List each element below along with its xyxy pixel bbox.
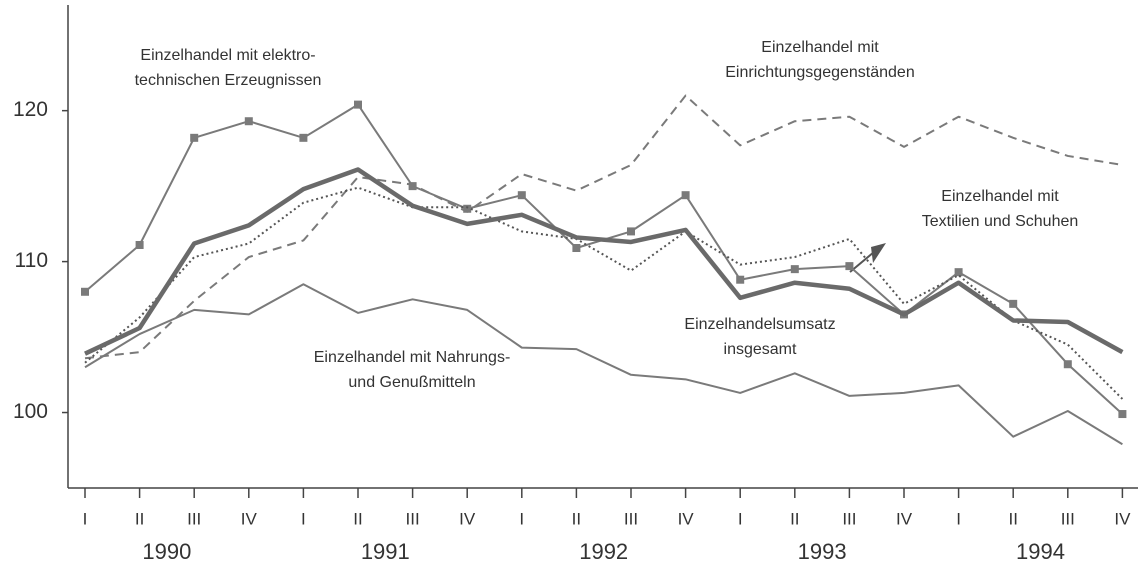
x-tick-label: II [790,509,799,528]
marker [572,244,581,253]
year-label: 1993 [798,539,847,564]
y-tick-label: 120 [13,98,48,121]
x-tick-label: IV [459,509,476,528]
year-label: 1994 [1016,539,1065,564]
series-line [84,103,1124,415]
y-tick-label: 100 [13,400,48,423]
annotation: technischen Erzeugnissen [135,72,322,89]
marker [299,133,308,142]
annotation: Einzelhandel mit Nahrungs- [314,349,511,366]
marker [954,268,963,277]
x-tick-label: IV [241,509,258,528]
series-line [84,167,1124,356]
series-line [84,283,1123,446]
x-tick-label: IV [678,509,695,528]
x-tick-label: I [519,509,524,528]
marker [135,240,144,249]
x-tick-label: II [1008,509,1017,528]
annotation: Einzelhandel mit elektro- [140,47,315,64]
x-tick-label: II [353,509,362,528]
annotation: Einzelhandel mit [941,188,1059,205]
x-tick-label: I [738,509,743,528]
marker [627,227,635,236]
annotation: und Genußmitteln [348,374,475,391]
marker [408,182,417,191]
marker [517,191,526,200]
marker [1118,410,1127,419]
x-tick-label: I [301,509,306,528]
arrow-head [871,243,886,263]
marker [354,100,362,109]
marker [1063,360,1072,369]
x-tick-label: I [83,509,88,528]
year-label: 1992 [579,539,628,564]
marker [736,275,745,284]
x-tick-label: I [956,509,961,528]
year-label: 1990 [142,539,191,564]
y-tick-label: 110 [15,249,48,272]
marker [190,133,199,142]
annotation: insgesamt [724,341,797,358]
x-tick-label: II [572,509,581,528]
annotation: Einzelhandelsumsatz [684,316,835,333]
marker [790,265,799,274]
marker [845,262,854,271]
x-tick-label: III [1061,509,1075,528]
annotation: Einzelhandel mit [761,39,879,56]
annotation: Einrichtungsgegenständen [725,64,914,81]
year-label: 1991 [361,539,410,564]
x-tick-label: III [624,509,638,528]
marker [244,117,253,126]
marker [81,287,89,296]
x-tick-label: III [187,509,201,528]
marker [1009,299,1018,308]
x-tick-label: III [406,509,420,528]
x-tick-label: III [842,509,856,528]
annotation: Textilien und Schuhen [922,213,1079,230]
x-tick-label: II [135,509,144,528]
marker [681,191,690,200]
marker [463,204,472,213]
x-tick-label: IV [896,509,913,528]
x-tick-label: IV [1114,509,1131,528]
